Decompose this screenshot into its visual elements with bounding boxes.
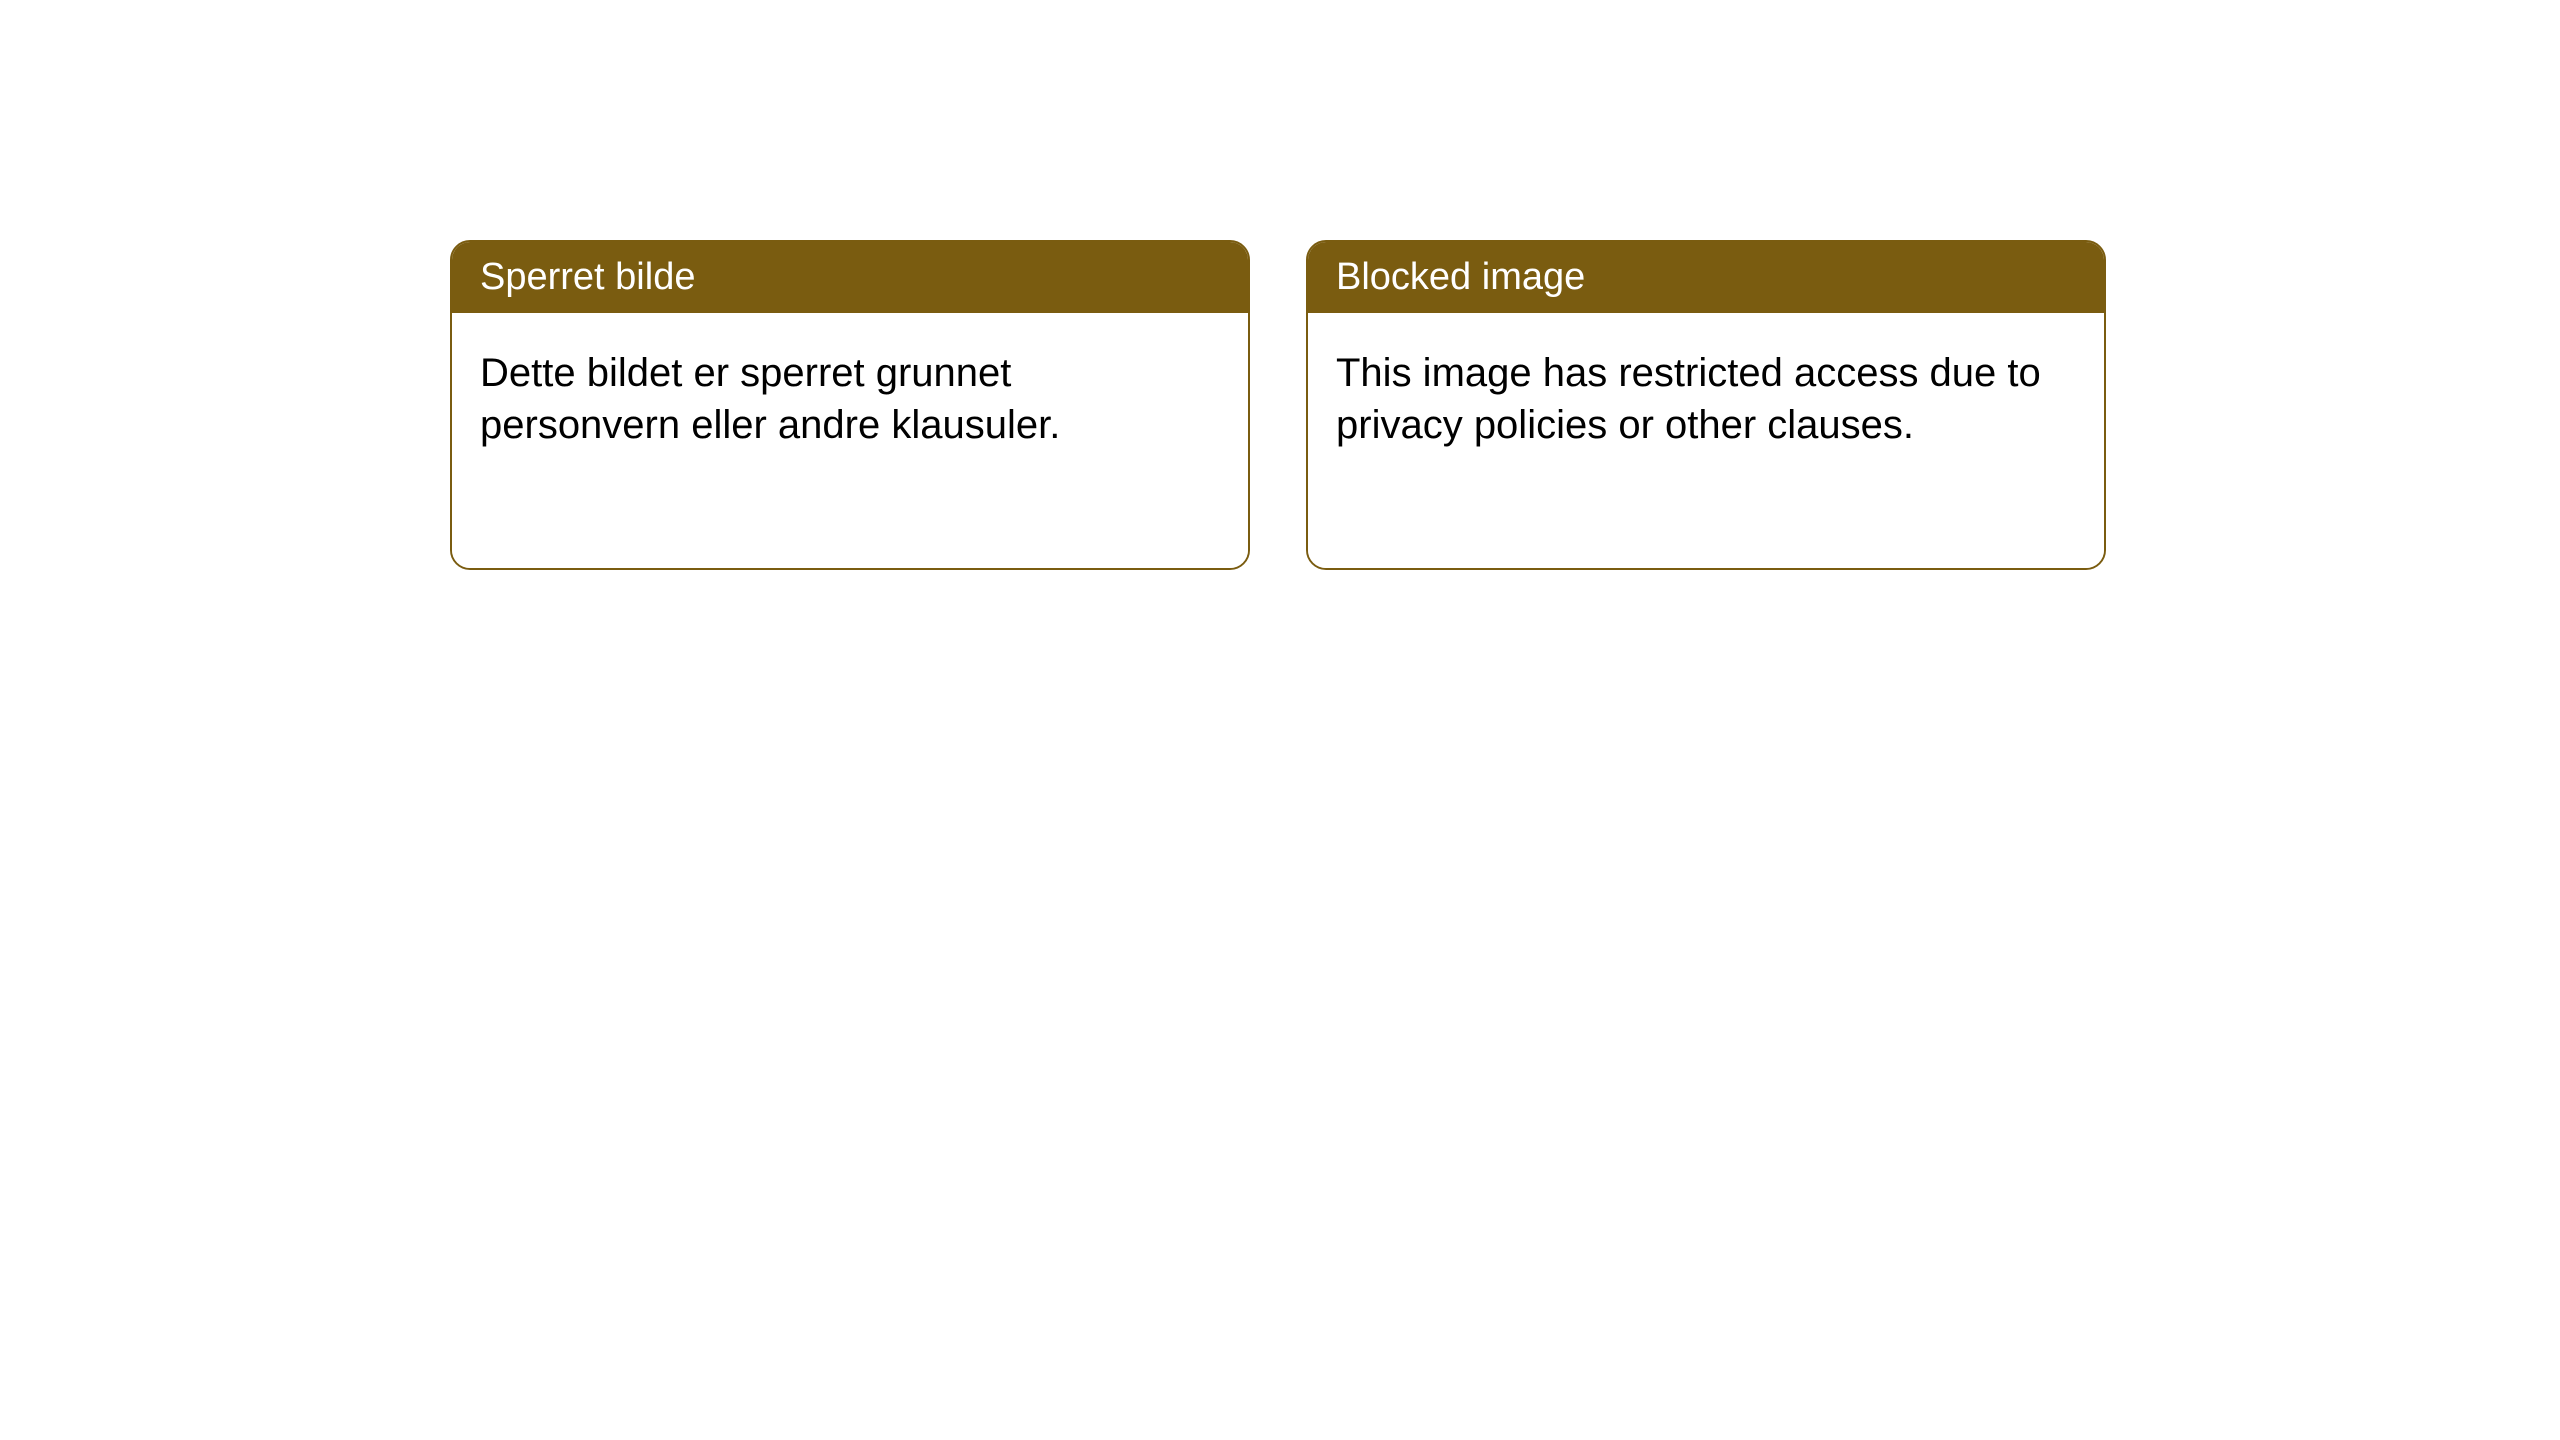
card-body-english: This image has restricted access due to … (1308, 313, 2104, 568)
notice-card-norwegian: Sperret bilde Dette bildet er sperret gr… (450, 240, 1250, 570)
notice-card-english: Blocked image This image has restricted … (1306, 240, 2106, 570)
card-title-english: Blocked image (1308, 242, 2104, 313)
card-body-norwegian: Dette bildet er sperret grunnet personve… (452, 313, 1248, 568)
notice-cards-container: Sperret bilde Dette bildet er sperret gr… (450, 240, 2560, 570)
card-title-norwegian: Sperret bilde (452, 242, 1248, 313)
